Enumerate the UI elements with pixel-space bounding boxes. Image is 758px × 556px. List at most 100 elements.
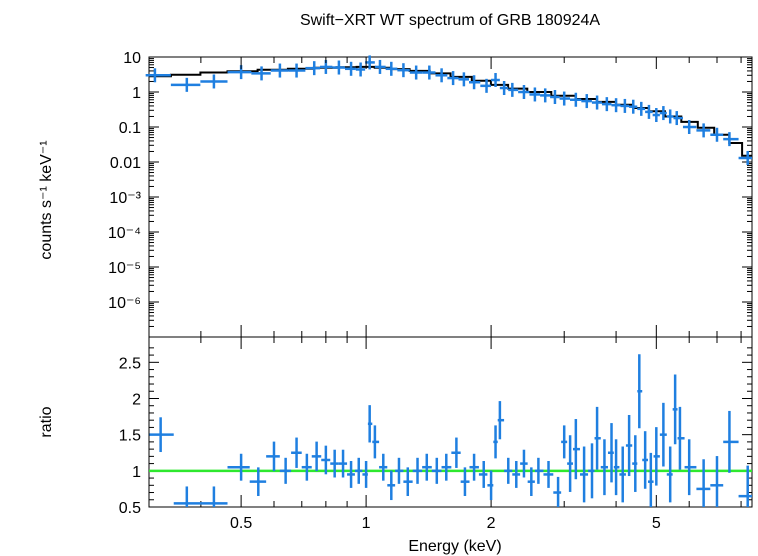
ratio-data-point (354, 457, 363, 484)
ratio-data-point (497, 401, 505, 440)
spectrum-data-point (355, 62, 366, 77)
ratio-data-point (588, 443, 595, 499)
spectrum-data-point (491, 73, 500, 88)
spectrum-data-point (652, 108, 660, 123)
ratio-data-point (412, 457, 423, 484)
ratio-data-point (227, 453, 250, 481)
spectrum-y-tick-label: 10 (123, 50, 141, 67)
spectrum-y-tick-label: 10⁻⁶ (108, 295, 141, 312)
ratio-data-point (607, 423, 614, 483)
ratio-data-point (534, 457, 544, 484)
spectrum-y-tick-label: 1 (132, 85, 141, 102)
ratio-data-point (311, 441, 322, 472)
ratio-data-point (451, 437, 461, 468)
ratio-y-tick-label: 2 (132, 391, 141, 408)
ratio-data-point (637, 354, 643, 429)
ratio-data-point (338, 449, 348, 478)
ratio-data-point (321, 445, 331, 475)
ratio-data-point (696, 459, 711, 507)
x-tick-label: 1 (362, 515, 371, 532)
chart-title: Swift−XRT WT spectrum of GRB 180924A (300, 12, 600, 29)
ratio-y-tick-label: 1.5 (119, 428, 141, 445)
ratio-data-point (520, 449, 528, 478)
spectrum-data-point (409, 65, 423, 80)
ratio-y-tick-label: 2.5 (119, 355, 141, 372)
spectrum-data-point (550, 89, 560, 104)
ratio-data-point (653, 427, 660, 486)
ratio-data-point (279, 457, 292, 484)
spectrum-data-point (601, 97, 612, 112)
x-tick-label: 0.5 (230, 515, 252, 532)
spectrum-data-point (385, 61, 398, 76)
spectrum-data-series (145, 55, 752, 166)
ratio-data-point (403, 467, 413, 497)
ratio-data-point (249, 467, 267, 497)
ratio-data-point (594, 406, 601, 470)
ratio-data-point (579, 446, 589, 503)
spectrum-data-point (145, 68, 171, 83)
spectrum-model-series (149, 65, 752, 157)
ratio-data-point (659, 402, 667, 467)
ratio-data-point (666, 446, 673, 503)
spectrum-data-point (581, 94, 592, 109)
ratio-data-point (395, 457, 404, 484)
ratio-data-point (543, 460, 554, 488)
spectrum-panel: 10 1 0.1 0.01 10⁻³ 10⁻⁴ 10⁻⁵ 10⁻⁶ Swift−XRT WT … (38, 12, 753, 338)
spectrum-plot-frame (148, 56, 753, 338)
ratio-data-point (149, 417, 174, 453)
ratio-data-point (469, 453, 479, 481)
x-tick-label: 2 (487, 515, 496, 532)
spectrum-y-tick-label: 0.01 (110, 155, 141, 172)
ratio-data-point (527, 467, 535, 497)
spectrum-data-point (227, 65, 252, 80)
ratio-data-series (149, 354, 752, 507)
ratio-data-point (372, 425, 380, 459)
x-tick-label: 5 (652, 515, 661, 532)
ratio-x-ticks: 0.5 1 2 5 (148, 57, 742, 532)
spectrum-data-point (458, 72, 469, 87)
spectrum-data-point (559, 91, 571, 106)
ratio-data-point (379, 453, 388, 481)
ratio-data-point (441, 453, 452, 481)
ratio-data-point (567, 435, 573, 492)
ratio-data-point (266, 441, 280, 472)
ratio-data-point (362, 460, 368, 488)
ratio-data-point (460, 467, 470, 497)
ratio-data-point (291, 437, 302, 468)
ratio-y-tick-label: 0.5 (119, 500, 141, 517)
spectrum-y-tick-label: 0.1 (119, 120, 141, 137)
ratio-data-point (723, 410, 739, 473)
spectrum-data-point (611, 98, 621, 113)
ratio-y-axis-label: ratio (38, 406, 55, 437)
ratio-data-point (422, 453, 432, 481)
spectrum-y-ticks: 10 1 0.1 0.01 10⁻³ 10⁻⁴ 10⁻⁵ 10⁻⁶ (108, 50, 752, 327)
ratio-data-point (367, 405, 373, 443)
ratio-data-point (642, 431, 648, 489)
spectrum-data-point (344, 61, 356, 76)
spectrum-data-point (666, 109, 674, 124)
ratio-data-point (572, 419, 580, 480)
ratio-data-point (173, 486, 201, 507)
x-axis-label: Energy (keV) (408, 538, 501, 555)
ratio-data-point (553, 476, 562, 507)
spectrum-data-point (518, 85, 530, 99)
spectrum-data-point (508, 82, 519, 97)
spectrum-data-point (540, 88, 551, 103)
ratio-data-point (647, 452, 654, 507)
ratio-panel: 0.5 1 1.5 2 2.5 0.5 1 2 5 ratio Energy (keV) (38, 57, 753, 555)
ratio-data-point (684, 439, 697, 496)
spectrum-data-point (591, 95, 602, 110)
ratio-plot-frame (148, 336, 753, 508)
spectrum-data-point (529, 87, 541, 102)
spectrum-data-point (620, 98, 630, 113)
model-line (149, 65, 752, 157)
ratio-data-point (347, 460, 355, 488)
ratio-data-point (613, 439, 620, 496)
spectrum-data-point (447, 71, 459, 86)
ratio-data-point (710, 456, 724, 507)
spectrum-data-point (645, 104, 653, 119)
spectrum-data-point (723, 132, 739, 147)
spectrum-data-point (374, 59, 386, 74)
spectrum-data-point (200, 74, 228, 89)
